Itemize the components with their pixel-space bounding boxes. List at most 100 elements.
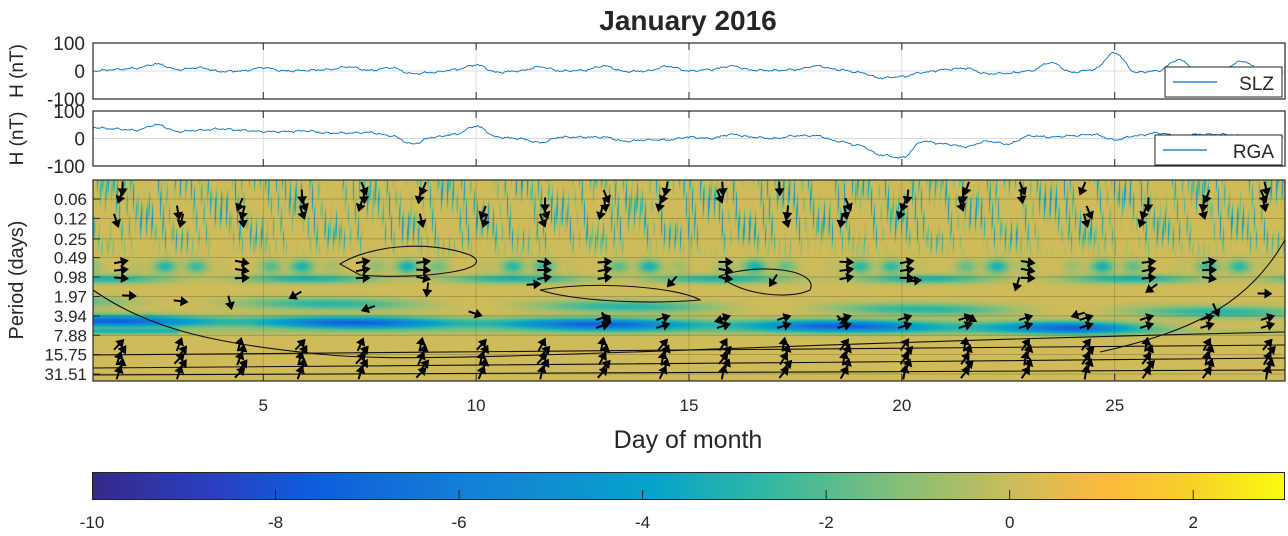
phase-arrow xyxy=(1202,256,1217,267)
phase-arrow xyxy=(1211,303,1221,318)
phase-arrow xyxy=(1202,264,1218,276)
phase-arrow xyxy=(718,352,729,365)
y-tick-label: 0 xyxy=(74,62,85,83)
x-tick-label: 10 xyxy=(467,396,486,415)
phase-arrow xyxy=(897,321,913,331)
y-tick-label: 7.88 xyxy=(54,326,87,345)
phase-arrow xyxy=(536,364,547,380)
phase-arrow xyxy=(778,366,789,379)
y-tick-label: 100 xyxy=(53,34,85,55)
phase-arrow xyxy=(476,365,487,380)
phase-arrow xyxy=(774,181,785,197)
y-tick-label: 0.49 xyxy=(54,249,87,268)
phase-arrow xyxy=(897,313,913,323)
phase-arrow xyxy=(414,189,425,205)
phase-arrow xyxy=(716,313,732,323)
phase-arrow xyxy=(416,213,427,229)
phase-arrow xyxy=(1262,338,1273,351)
phase-arrow xyxy=(234,265,250,276)
phase-arrow xyxy=(1260,313,1276,323)
phase-arrow xyxy=(839,256,855,268)
phase-arrow xyxy=(718,273,734,284)
phase-arrow xyxy=(478,205,488,220)
contour-line xyxy=(539,284,702,303)
phase-arrow xyxy=(526,279,542,290)
phase-arrow xyxy=(717,181,728,197)
x-tick-label: 25 xyxy=(1105,396,1124,415)
phase-arrow xyxy=(1078,181,1088,196)
phase-arrow xyxy=(597,272,613,283)
y-tick-label: 0.12 xyxy=(54,209,87,228)
phase-arrow xyxy=(1018,321,1034,331)
axes-box xyxy=(92,179,1286,382)
phase-arrow xyxy=(718,256,734,268)
y-tick-label: 100 xyxy=(53,102,85,123)
phase-arrow xyxy=(173,352,185,365)
phase-arrow xyxy=(781,213,792,229)
phase-arrow xyxy=(1198,205,1208,221)
phase-arrow xyxy=(1079,321,1094,331)
phase-arrow xyxy=(597,351,607,366)
phase-arrow xyxy=(658,365,668,380)
phase-arrow xyxy=(837,321,852,331)
phase-arrow xyxy=(173,296,189,307)
y-tick-label: 15.75 xyxy=(44,346,87,365)
phase-arrow xyxy=(174,365,184,380)
colorbar-tick-label: -4 xyxy=(635,513,650,532)
phase-arrow xyxy=(1139,313,1155,323)
phase-arrow xyxy=(355,197,366,212)
phase-arrow xyxy=(718,364,729,380)
y-axis-label: H (nT) xyxy=(7,112,28,166)
phase-arrow xyxy=(840,205,851,221)
phase-arrow xyxy=(415,366,427,379)
phase-arrow xyxy=(597,336,608,352)
chart-title: January 2016 xyxy=(599,5,776,36)
phase-arrow xyxy=(1259,197,1270,213)
phase-arrow xyxy=(1262,364,1273,380)
phase-arrow xyxy=(355,352,367,365)
phase-arrow xyxy=(121,290,137,301)
phase-arrow xyxy=(113,364,124,380)
phase-arrow xyxy=(958,313,973,323)
legend: RGA xyxy=(1154,134,1283,166)
phase-arrow xyxy=(960,366,970,379)
phase-arrow xyxy=(537,337,547,352)
phase-arrow xyxy=(113,273,129,284)
phase-arrow xyxy=(360,303,376,314)
phase-arrow xyxy=(111,213,121,228)
y-axis-label-period: Period (days) xyxy=(6,221,28,340)
phase-arrow xyxy=(777,313,792,323)
phase-arrow xyxy=(295,350,305,366)
contour-line xyxy=(92,369,1286,376)
phase-arrow xyxy=(1080,338,1091,351)
phase-arrow xyxy=(537,257,552,268)
phase-arrow xyxy=(1020,257,1036,268)
phase-arrow xyxy=(1200,313,1215,323)
phase-arrow xyxy=(113,264,129,275)
phase-arrow xyxy=(1020,265,1036,276)
y-tick-label: 0.98 xyxy=(54,268,87,287)
colorbar-tick-label: 0 xyxy=(1005,513,1014,532)
phase-arrow xyxy=(235,197,245,212)
phase-arrow xyxy=(1141,264,1157,275)
phase-arrow xyxy=(234,366,246,379)
phase-arrow xyxy=(839,272,855,283)
phase-arrow xyxy=(355,264,371,275)
phase-arrow xyxy=(1079,313,1094,323)
phase-arrow xyxy=(237,213,248,229)
y-tick-label: 0.25 xyxy=(54,230,87,249)
phase-arrow xyxy=(288,290,302,300)
series-line-slz xyxy=(92,51,1284,80)
phase-arrow xyxy=(234,336,245,352)
phase-arrow xyxy=(839,338,850,351)
phase-arrow xyxy=(596,205,606,221)
phase-arrow xyxy=(957,189,969,205)
x-tick-label: 15 xyxy=(680,396,699,415)
phase-arrow xyxy=(1200,321,1215,331)
phase-arrow xyxy=(839,264,855,275)
phase-arrow xyxy=(1201,366,1212,379)
phase-arrow xyxy=(1020,366,1031,379)
phase-arrow xyxy=(295,365,305,380)
x-tick-label: 20 xyxy=(892,396,911,415)
phase-arrow xyxy=(843,197,853,212)
